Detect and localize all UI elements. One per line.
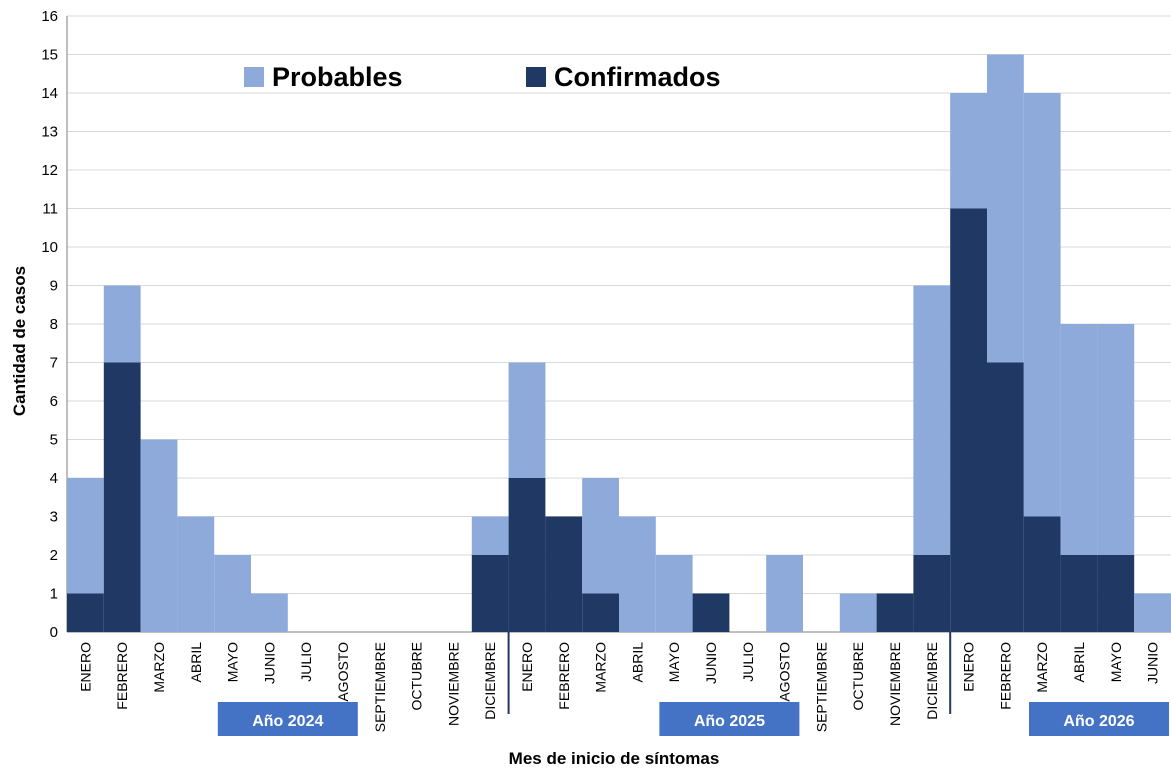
legend-swatch-confirmados [526, 67, 546, 87]
bar-confirmados [913, 555, 951, 632]
x-tick-label: ENERO [519, 642, 535, 692]
x-tick-label: ABRIL [188, 642, 204, 683]
year-box [659, 702, 800, 736]
bar-probables [67, 478, 104, 594]
bar-probables [1023, 93, 1061, 517]
y-tick-label: 3 [50, 509, 58, 526]
year-labels: Año 2024 Año 2025 Año 2026 [217, 632, 1169, 736]
bar-confirmados [103, 362, 141, 632]
x-tick-label: JULIO [298, 642, 314, 682]
x-tick-label: ABRIL [629, 642, 645, 683]
x-tick-label: FEBRERO [997, 642, 1013, 710]
x-tick-label: ABRIL [1071, 642, 1087, 683]
x-axis-title: Mes de inicio de síntomas [509, 749, 720, 768]
legend: Probables Confirmados [244, 62, 721, 92]
x-tick-label: DICIEMBRE [924, 642, 940, 720]
x-tick-label: ENERO [77, 642, 93, 692]
bar-probables [140, 439, 178, 632]
bar-probables [508, 362, 546, 478]
x-tick-label: JUNIO [1145, 642, 1161, 684]
x-tick-label: FEBRERO [556, 642, 572, 710]
y-tick-label: 8 [50, 316, 58, 333]
bar-probables [619, 516, 656, 632]
year-box [217, 702, 358, 736]
bar-probables [251, 593, 288, 632]
x-tick-label: MARZO [151, 642, 167, 693]
x-tick-label: MAYO [666, 642, 682, 682]
y-axis-title: Cantidad de casos [10, 266, 29, 416]
bar-confirmados [987, 362, 1024, 632]
bar-probables [1060, 324, 1098, 555]
bar-probables [471, 516, 509, 555]
year-label: Año 2026 [1063, 713, 1134, 730]
year-box [1029, 702, 1169, 736]
y-tick-label: 6 [50, 393, 58, 410]
y-tick-label: 16 [41, 8, 58, 25]
x-tick-label: SEPTIEMBRE [372, 642, 388, 732]
x-tick-label: ENERO [961, 642, 977, 692]
y-tick-label: 12 [41, 162, 58, 179]
x-tick-label: JULIO [740, 642, 756, 682]
x-tick-label: AGOSTO [335, 642, 351, 702]
x-tick-label: NOVIEMBRE [887, 642, 903, 726]
bar-confirmados [1023, 516, 1061, 632]
bar-probables [987, 54, 1024, 363]
bar-probables [582, 478, 619, 594]
bar-confirmados [471, 555, 509, 632]
x-tick-label: NOVIEMBRE [445, 642, 461, 726]
bar-confirmados [545, 516, 583, 632]
y-tick-label: 1 [50, 586, 58, 603]
x-tick-label: MAYO [1108, 642, 1124, 682]
y-tick-label: 14 [41, 85, 58, 102]
y-tick-label: 0 [50, 624, 58, 641]
bar-probables [1097, 324, 1135, 555]
y-tick-label: 4 [50, 470, 58, 487]
y-tick-label: 2 [50, 547, 58, 564]
x-tick-labels: ENERO FEBRERO MARZO ABRIL MAYO JUNIO JULIO AGOS… [77, 642, 1160, 732]
x-tick-label: OCTUBRE [409, 642, 425, 710]
y-tick-label: 7 [50, 355, 58, 372]
bar-confirmados [1097, 555, 1135, 632]
x-tick-label: JUNIO [261, 642, 277, 684]
x-tick-label: MARZO [1034, 642, 1050, 693]
bar-confirmados [876, 593, 914, 632]
year-label: Año 2024 [252, 713, 323, 730]
bar-probables [950, 93, 987, 209]
y-tick-label: 9 [50, 278, 58, 295]
bar-probables [913, 285, 951, 555]
bar-confirmados [508, 478, 546, 632]
bar-confirmados [1060, 555, 1098, 632]
x-tick-label: OCTUBRE [850, 642, 866, 710]
bar-probables [103, 285, 141, 363]
bar-confirmados [582, 593, 619, 632]
legend-label-confirmados: Confirmados [554, 62, 721, 92]
bar-confirmados [692, 593, 730, 632]
x-tick-label: SEPTIEMBRE [813, 642, 829, 732]
y-tick-label: 5 [50, 432, 58, 449]
x-tick-label: FEBRERO [114, 642, 130, 710]
bar-confirmados [950, 208, 987, 632]
legend-swatch-probables [244, 67, 264, 87]
x-tick-label: DICIEMBRE [482, 642, 498, 720]
x-tick-label: JUNIO [703, 642, 719, 684]
bars [67, 54, 1171, 632]
x-tick-label: AGOSTO [777, 642, 793, 702]
y-tick-label: 15 [41, 47, 58, 64]
y-tick-label: 13 [41, 124, 58, 141]
year-label: Año 2025 [694, 713, 765, 730]
bar-probables [214, 555, 251, 632]
x-tick-label: MARZO [593, 642, 609, 693]
bar-probables [839, 593, 877, 632]
bar-confirmados [67, 593, 104, 632]
bar-probables [177, 516, 215, 632]
legend-label-probables: Probables [272, 62, 403, 92]
y-tick-label: 10 [41, 239, 58, 256]
x-tick-label: MAYO [225, 642, 241, 682]
y-tick-label: 11 [42, 201, 58, 218]
bar-probables [1134, 593, 1171, 632]
bar-probables [655, 555, 693, 632]
bar-probables [766, 555, 803, 632]
